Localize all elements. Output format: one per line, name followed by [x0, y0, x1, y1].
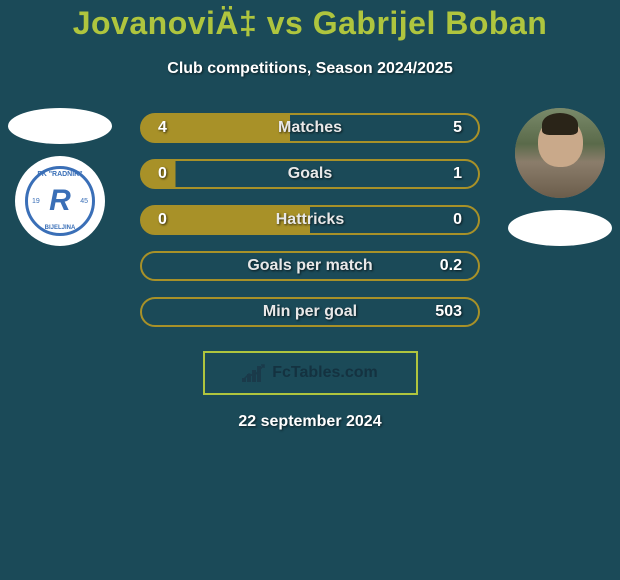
player-left-avatar-placeholder — [8, 108, 112, 144]
club-logo-inner: FK "RADNIK" R 19 45 BIJELJINA — [25, 166, 95, 236]
player-left-column: FK "RADNIK" R 19 45 BIJELJINA — [8, 108, 112, 246]
date: 22 september 2024 — [0, 413, 620, 431]
player-right-avatar — [515, 108, 605, 198]
player-left-club-logo: FK "RADNIK" R 19 45 BIJELJINA — [15, 156, 105, 246]
stat-right-value: 5 — [432, 119, 462, 137]
stat-right-value: 0.2 — [432, 257, 462, 275]
stat-row: Min per goal503 — [140, 297, 480, 327]
club-logo-letter: R — [49, 184, 71, 218]
stat-left-value: 0 — [158, 165, 188, 183]
page-title: JovanoviÄ‡ vs Gabrijel Boban — [0, 0, 620, 42]
stat-right-value: 1 — [432, 165, 462, 183]
stat-right-value: 0 — [432, 211, 462, 229]
stats-area: FK "RADNIK" R 19 45 BIJELJINA 4Matches50… — [0, 113, 620, 327]
stat-label: Min per goal — [188, 303, 432, 321]
player-right-club-placeholder — [508, 210, 612, 246]
stat-row: 0Goals1 — [140, 159, 480, 189]
club-logo-top-text: FK "RADNIK" — [37, 171, 82, 178]
stat-label: Hattricks — [188, 211, 432, 229]
stat-row: Goals per match0.2 — [140, 251, 480, 281]
stat-left-value: 0 — [158, 211, 188, 229]
club-logo-bottom-text: BIJELJINA — [45, 225, 76, 231]
chart-icon — [242, 364, 266, 382]
player-right-column — [508, 108, 612, 246]
stat-row: 0Hattricks0 — [140, 205, 480, 235]
stat-right-value: 503 — [432, 303, 462, 321]
branding-box[interactable]: FcTables.com — [203, 351, 418, 395]
stat-bars: 4Matches50Goals10Hattricks0Goals per mat… — [140, 113, 480, 327]
subtitle: Club competitions, Season 2024/2025 — [0, 60, 620, 78]
stat-left-value: 4 — [158, 119, 188, 137]
comparison-card: JovanoviÄ‡ vs Gabrijel Boban Club compet… — [0, 0, 620, 580]
stat-label: Goals per match — [188, 257, 432, 275]
stat-label: Matches — [188, 119, 432, 137]
stat-label: Goals — [188, 165, 432, 183]
player-photo-icon — [515, 108, 605, 198]
branding-text: FcTables.com — [272, 364, 378, 382]
club-logo-year-left: 19 — [32, 198, 40, 205]
stat-row: 4Matches5 — [140, 113, 480, 143]
club-logo-year-right: 45 — [80, 198, 88, 205]
